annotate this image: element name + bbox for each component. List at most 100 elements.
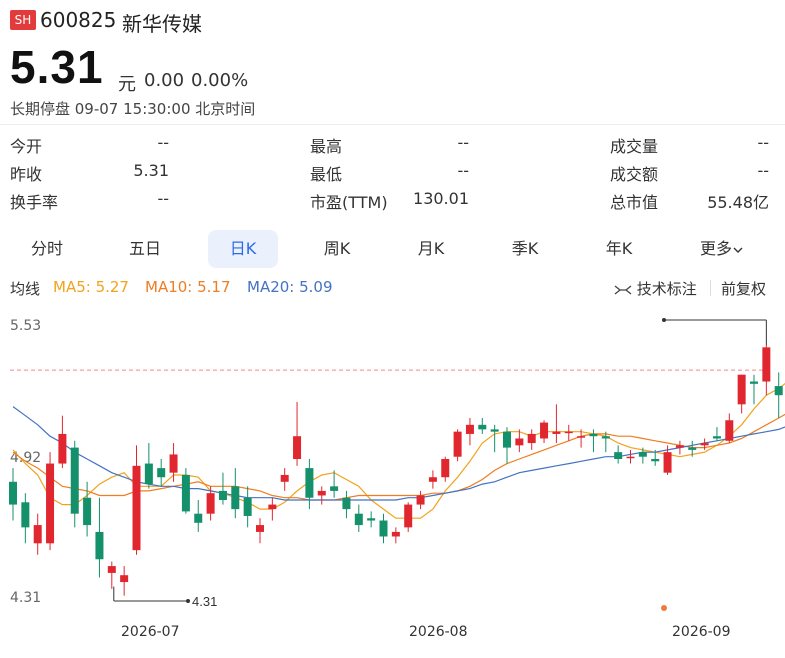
max-marker-dot: [662, 318, 666, 322]
candle-body: [367, 518, 376, 521]
candle-body: [564, 431, 573, 434]
volume-label: 成交量: [610, 137, 659, 156]
candle-body: [379, 520, 388, 537]
candle-body: [218, 490, 227, 501]
candle-body: [280, 474, 289, 482]
candle-body: [552, 431, 561, 434]
tab-five-day[interactable]: 五日: [128, 239, 161, 258]
candle-body: [651, 459, 660, 462]
candle-body: [21, 502, 30, 528]
candle-body: [194, 513, 203, 523]
candle-body: [317, 490, 326, 496]
exchange-badge: SH: [10, 10, 36, 30]
candle-body: [503, 431, 511, 448]
tab-quarterly-k[interactable]: 季K: [511, 239, 539, 258]
candle-body: [95, 531, 104, 560]
candle-body: [293, 436, 302, 459]
candle-body: [577, 436, 586, 438]
candle-body: [144, 463, 153, 485]
amount-value: --: [757, 161, 769, 180]
adjust-button[interactable]: 前复权: [721, 280, 767, 298]
candle-body: [737, 374, 746, 405]
candle-body: [157, 468, 166, 478]
candle-body: [46, 463, 55, 544]
tab-yearly-k[interactable]: 年K: [605, 239, 633, 258]
candle-body: [688, 447, 697, 450]
candle-body: [465, 424, 474, 434]
candle-body: [712, 436, 721, 439]
mktcap-value: 55.48亿: [707, 193, 769, 212]
tab-more-label: 更多: [699, 239, 732, 258]
tab-daily-k[interactable]: 日K: [208, 230, 278, 268]
candle-body: [120, 575, 129, 583]
pe-label: 市盈(TTM): [310, 193, 388, 212]
y-tick-low: 4.31: [10, 590, 42, 606]
tab-intraday[interactable]: 分时: [30, 239, 63, 258]
divider: [0, 124, 785, 125]
prev-close-value: 5.31: [133, 161, 169, 180]
ma20-line: [12, 406, 785, 501]
candle-body: [700, 443, 709, 446]
candle-body: [614, 452, 623, 459]
candle-body: [83, 497, 92, 526]
candle-body: [589, 433, 598, 437]
high-value: --: [457, 133, 469, 152]
candle-body: [478, 424, 487, 430]
turnover-value: --: [157, 189, 169, 208]
candle-body: [169, 454, 178, 473]
candle-body: [256, 525, 264, 532]
min-marker-dot: [186, 599, 190, 603]
candle-body: [305, 468, 314, 498]
ma10-line: [12, 413, 785, 501]
candle-body: [404, 504, 413, 528]
tab-weekly-k[interactable]: 周K: [323, 239, 351, 258]
tab-monthly-k[interactable]: 月K: [417, 239, 445, 258]
price-change: 0.00: [144, 70, 185, 91]
candle-body: [490, 429, 499, 432]
ma-title: 均线: [10, 280, 41, 298]
x-tick-aug: 2026-08: [409, 624, 468, 640]
tab-more[interactable]: 更多: [682, 230, 762, 268]
candle-body: [626, 456, 635, 459]
candle-body: [9, 481, 17, 505]
candle-body: [243, 497, 252, 516]
candle-body: [416, 495, 425, 505]
candle-body: [354, 513, 363, 526]
current-price: 5.31: [10, 41, 104, 93]
candle-body: [453, 431, 462, 457]
candle-body: [762, 347, 771, 382]
ma20-label: MA20: 5.09: [247, 278, 333, 296]
candle-body: [206, 493, 215, 514]
candle-body: [725, 420, 734, 441]
tech-annotation-label: 技术标注: [636, 280, 697, 298]
candle-body: [750, 381, 758, 384]
low-value: --: [457, 161, 469, 180]
candle-body: [70, 447, 79, 514]
candle-body: [33, 525, 42, 544]
period-tabs: 分时 五日 日K 周K 月K 季K 年K 更多: [0, 230, 785, 268]
candle-body: [428, 477, 437, 482]
candle-body: [58, 433, 67, 464]
ma5-label: MA5: 5.27: [53, 278, 129, 296]
annotation-icon: [614, 284, 632, 295]
y-tick-mid: 4.92: [10, 450, 42, 466]
candle-body: [107, 566, 116, 573]
open-label: 今开: [10, 137, 43, 156]
candle-body: [638, 452, 647, 457]
event-dot: [661, 605, 667, 611]
mktcap-label: 总市值: [610, 193, 659, 212]
candle-body: [132, 465, 141, 551]
tech-annotation-button[interactable]: 技术标注: [614, 278, 697, 299]
candle-body: [675, 445, 684, 448]
open-value: --: [157, 133, 169, 152]
kline-chart[interactable]: 4.31: [0, 305, 785, 625]
volume-value: --: [757, 133, 769, 152]
stock-code: 600825: [40, 8, 117, 32]
candle-body: [601, 436, 610, 439]
turnover-label: 换手率: [10, 193, 59, 212]
pe-value: 130.01: [413, 189, 469, 208]
candle-body: [342, 497, 351, 510]
candle-body: [774, 386, 783, 396]
candle-body: [441, 459, 450, 478]
stock-name: 新华传媒: [122, 12, 202, 36]
